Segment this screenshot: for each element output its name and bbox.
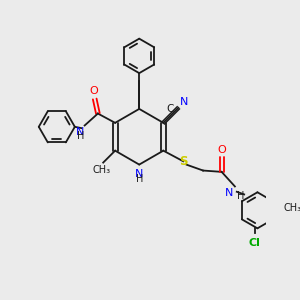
Text: N: N	[180, 97, 188, 106]
Text: N: N	[76, 127, 85, 137]
Text: O: O	[218, 145, 226, 154]
Text: H: H	[136, 174, 143, 184]
Text: CH₃: CH₃	[284, 203, 300, 213]
Text: C: C	[166, 104, 174, 114]
Text: CH₃: CH₃	[93, 165, 111, 175]
Text: H: H	[237, 191, 245, 201]
Text: Cl: Cl	[249, 238, 261, 248]
Text: N: N	[135, 169, 143, 178]
Text: O: O	[89, 86, 98, 96]
Text: N: N	[225, 188, 234, 198]
Text: H: H	[77, 131, 85, 141]
Text: S: S	[179, 155, 188, 168]
